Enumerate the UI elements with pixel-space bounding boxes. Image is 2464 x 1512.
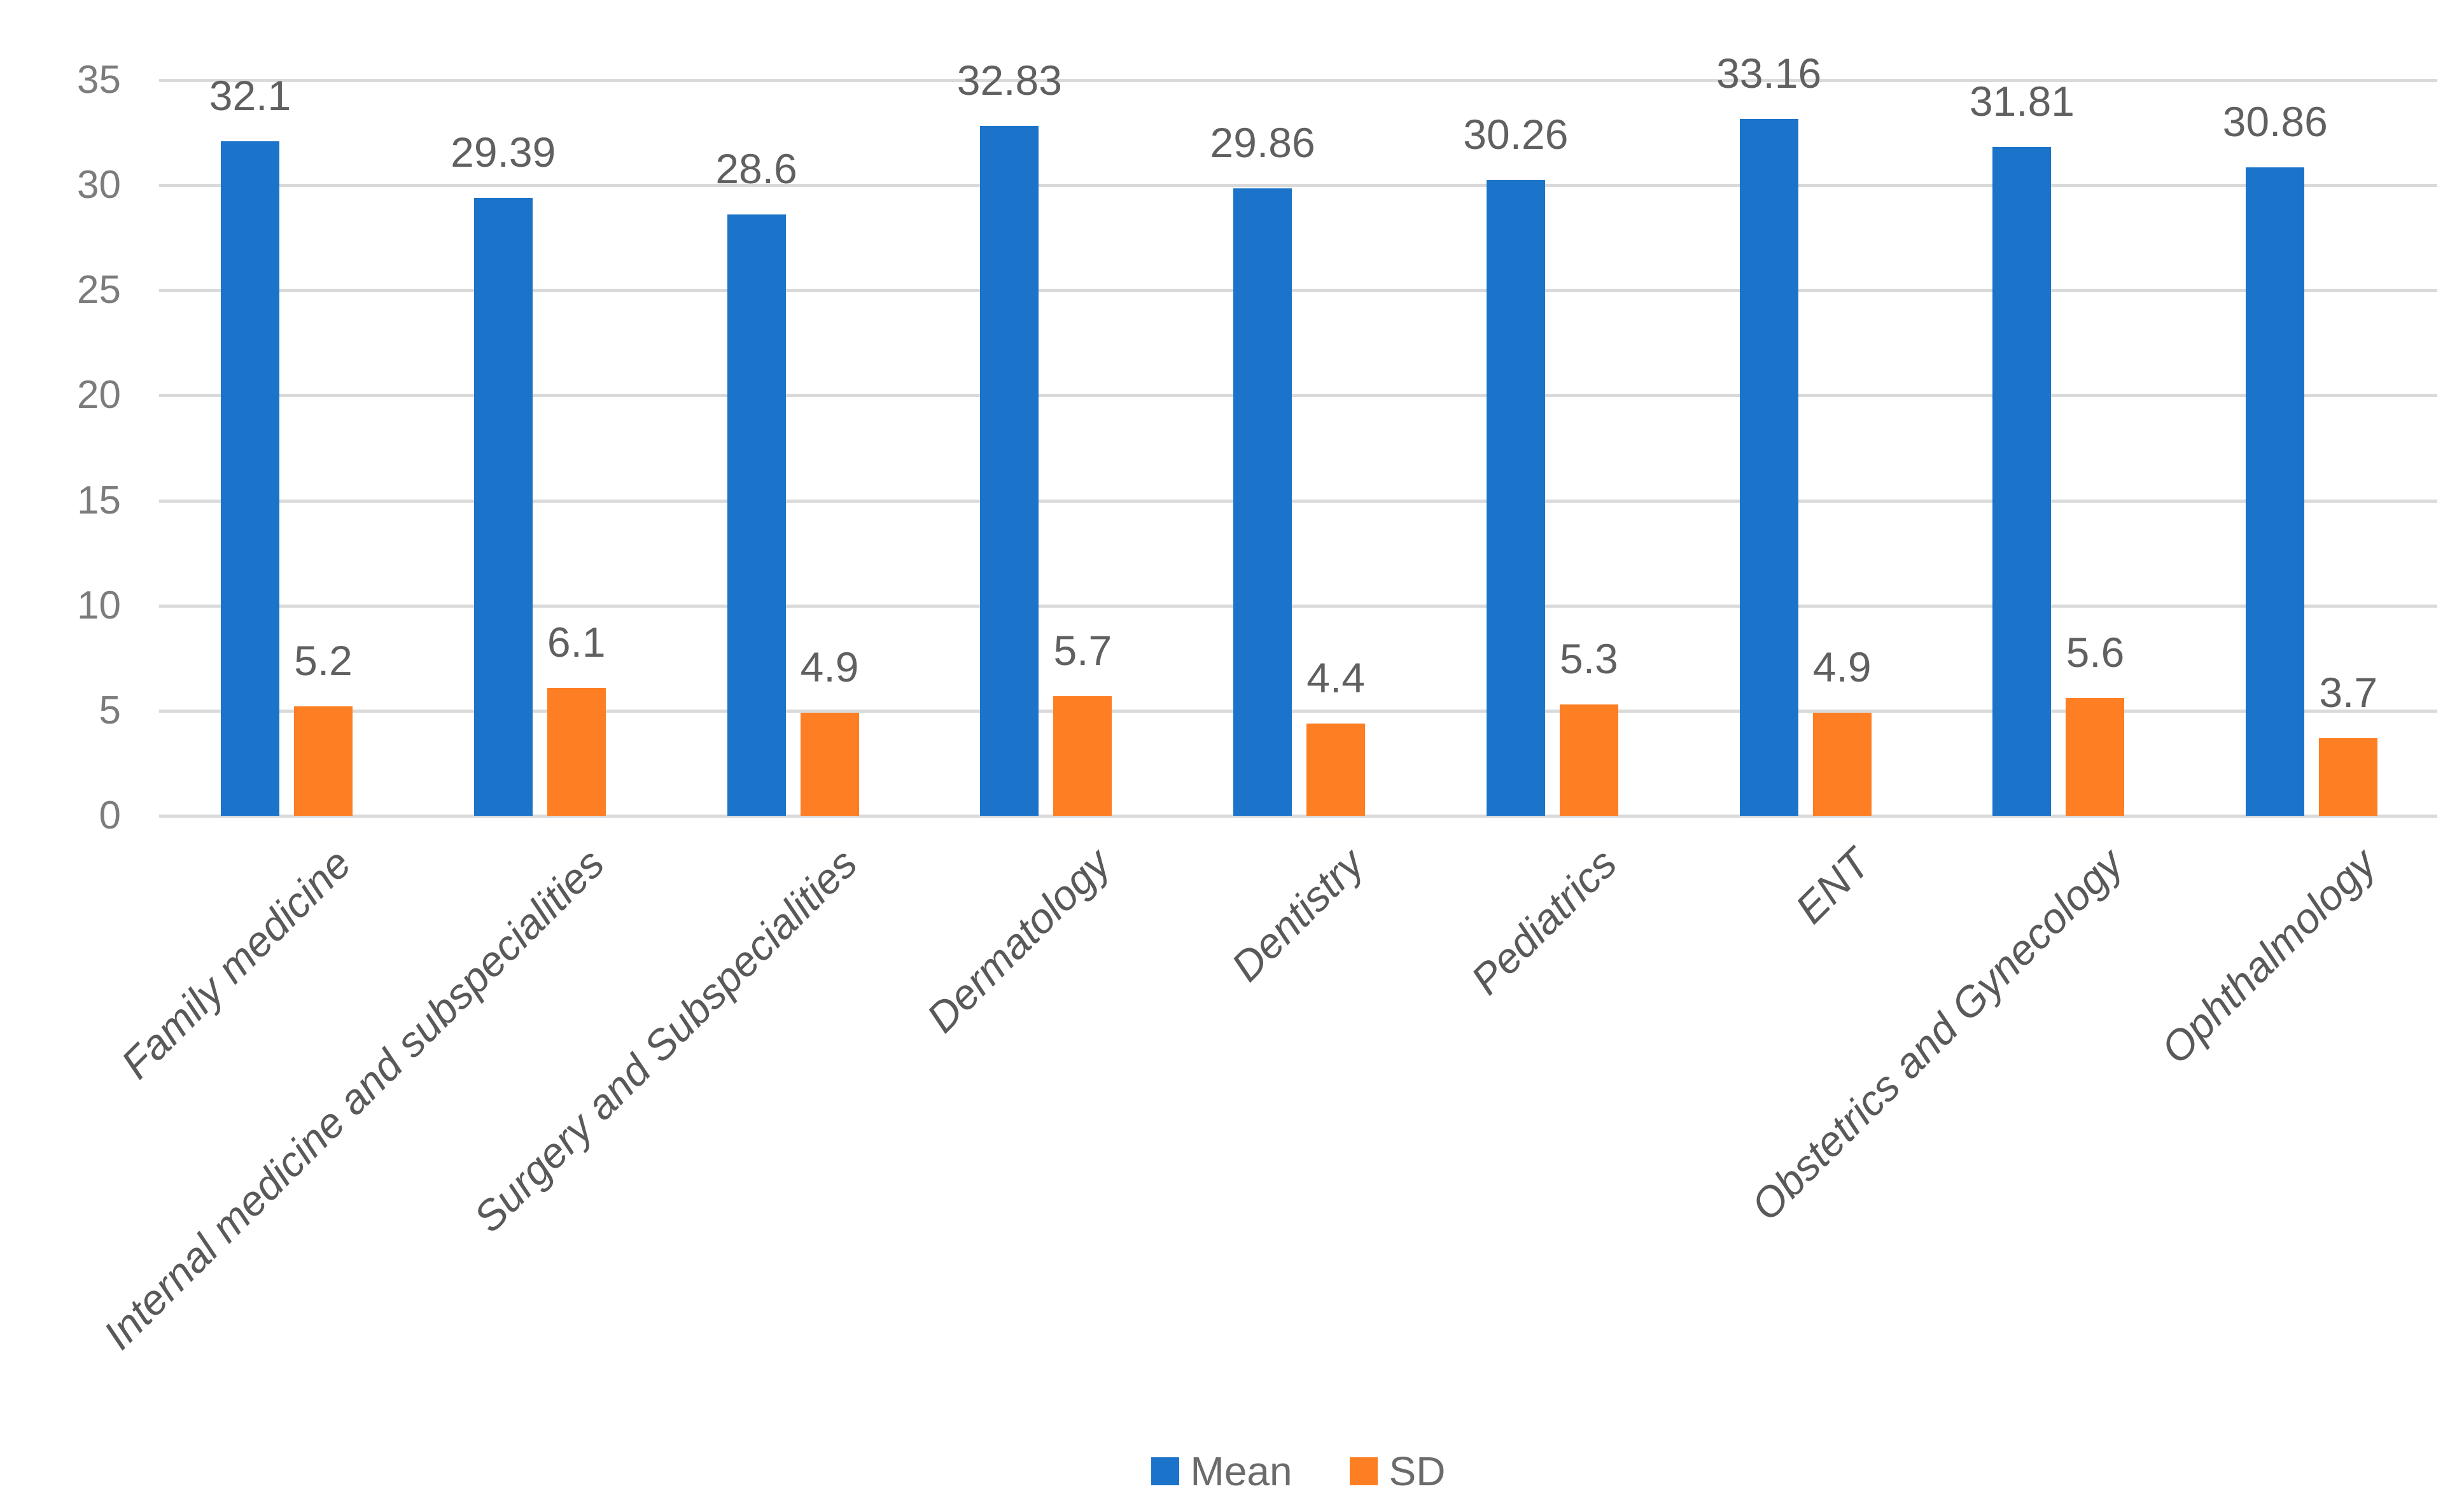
- bar-mean-3: [980, 125, 1039, 816]
- y-tick-label-20: 20: [77, 373, 121, 417]
- gridline-10: [159, 604, 2437, 608]
- bar-mean-7: [1992, 147, 2052, 816]
- value-label-sd-3: 5.7: [1053, 626, 1112, 674]
- legend-label: Mean: [1190, 1448, 1292, 1494]
- value-label-sd-1: 6.1: [547, 618, 606, 666]
- x-category-label-8: Ophthalmology: [2152, 839, 2385, 1073]
- x-category-label-5: Pediatrics: [1462, 839, 1626, 1004]
- value-label-sd-6: 4.9: [1812, 643, 1872, 691]
- x-category-label-0: Family medicine: [112, 839, 360, 1088]
- value-label-mean-0: 32.1: [209, 71, 291, 119]
- y-tick-label-35: 35: [77, 58, 121, 102]
- y-tick-label-25: 25: [77, 268, 121, 312]
- value-label-mean-7: 31.81: [1969, 78, 2075, 125]
- bar-sd-5: [1559, 704, 1618, 816]
- y-tick-label-0: 0: [99, 794, 121, 837]
- gridline-15: [159, 499, 2437, 503]
- value-label-sd-5: 5.3: [1560, 634, 1618, 682]
- value-label-sd-0: 5.2: [294, 637, 353, 685]
- value-label-mean-4: 29.86: [1210, 118, 1315, 166]
- bar-mean-8: [2246, 167, 2305, 816]
- x-category-label-6: ENT: [1786, 839, 1879, 932]
- bar-sd-0: [294, 706, 353, 816]
- value-label-mean-3: 32.83: [956, 56, 1062, 104]
- legend-label: SD: [1389, 1448, 1446, 1494]
- gridline-30: [159, 184, 2437, 188]
- legend-marker-icon: [1151, 1457, 1179, 1485]
- x-category-label-3: Dermatology: [917, 839, 1119, 1042]
- y-tick-label-5: 5: [99, 688, 121, 732]
- gridline-25: [159, 289, 2437, 293]
- x-category-label-1: Internal medicine and subspecialities: [94, 839, 613, 1359]
- value-label-mean-8: 30.86: [2222, 97, 2328, 145]
- bar-sd-3: [1053, 696, 1112, 816]
- y-tick-label-10: 10: [77, 583, 121, 627]
- bar-sd-2: [800, 713, 859, 816]
- bar-mean-4: [1233, 188, 1292, 816]
- gridline-0: [159, 815, 2437, 818]
- y-tick-label-15: 15: [77, 478, 121, 522]
- bar-sd-1: [547, 687, 606, 816]
- bar-sd-8: [2319, 738, 2378, 816]
- gridline-5: [159, 709, 2437, 713]
- bar-mean-5: [1486, 179, 1545, 816]
- bar-mean-1: [473, 198, 533, 816]
- legend: Mean SD: [159, 1451, 2437, 1492]
- value-label-sd-8: 3.7: [2319, 668, 2378, 716]
- x-category-label-4: Dentistry: [1222, 839, 1373, 990]
- y-tick-label-30: 30: [77, 163, 121, 207]
- bar-mean-0: [221, 141, 279, 816]
- legend-marker-icon: [1349, 1457, 1378, 1485]
- legend-item-sd: SD: [1349, 1448, 1446, 1494]
- bar-sd-4: [1306, 723, 1366, 816]
- bar-mean-2: [727, 214, 786, 816]
- legend-item-mean: Mean: [1151, 1451, 1292, 1492]
- value-label-mean-1: 29.39: [451, 129, 556, 176]
- value-label-sd-7: 5.6: [2066, 629, 2125, 676]
- value-label-mean-6: 33.16: [1716, 49, 1822, 97]
- value-label-sd-2: 4.9: [800, 643, 859, 691]
- value-label-mean-2: 28.6: [715, 145, 797, 193]
- bar-mean-6: [1739, 118, 1798, 816]
- gridline-35: [159, 79, 2437, 82]
- value-label-sd-4: 4.4: [1306, 654, 1365, 701]
- bar-sd-7: [2066, 698, 2125, 816]
- bar-sd-6: [1812, 713, 1872, 816]
- gridline-20: [159, 394, 2437, 398]
- value-label-mean-5: 30.26: [1463, 110, 1569, 158]
